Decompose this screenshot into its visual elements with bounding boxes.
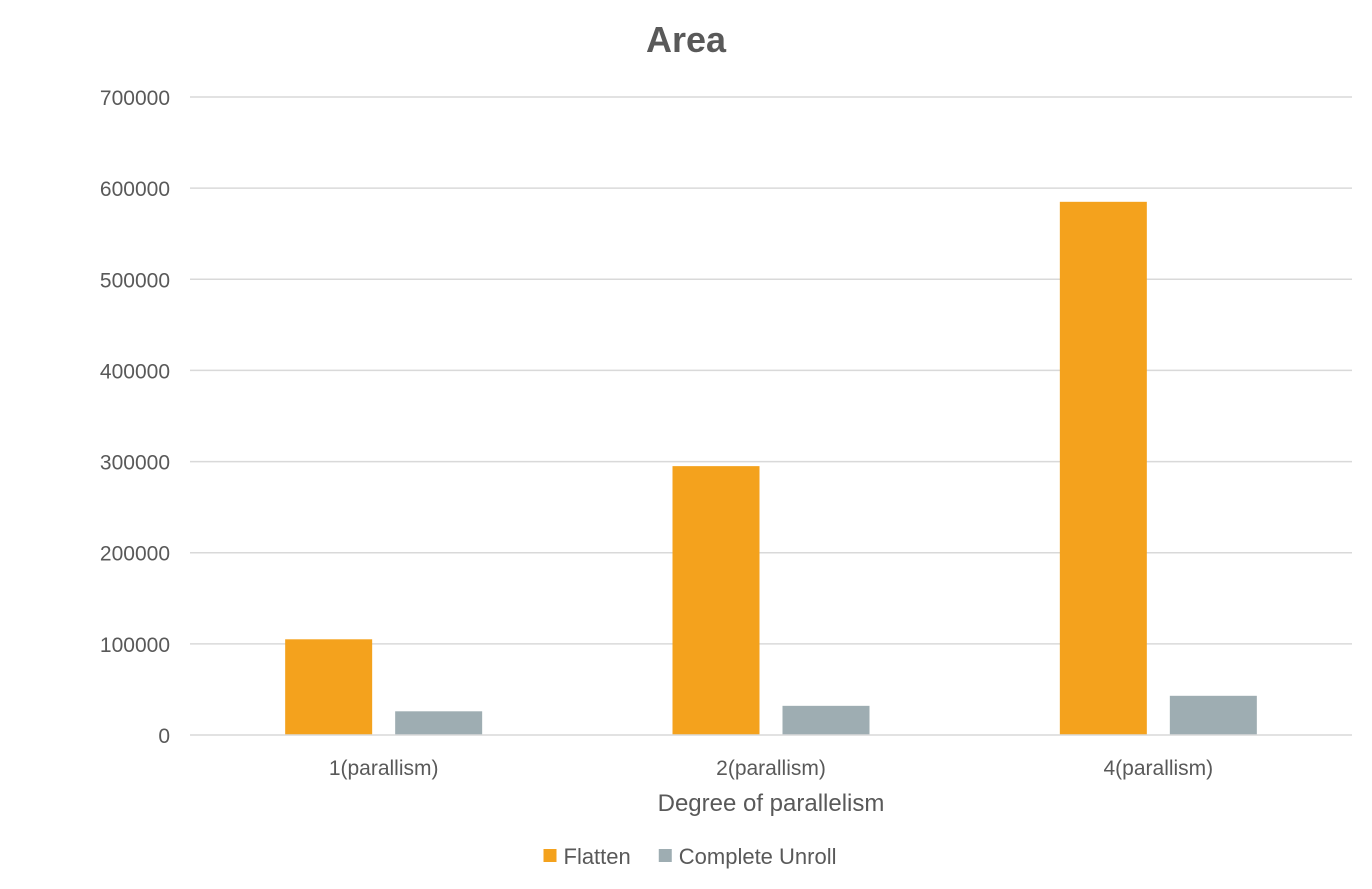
y-tick-label: 200000 bbox=[100, 543, 170, 566]
x-axis-ticks: 1(parallism) 2(parallism) 4(parallism) bbox=[329, 757, 1213, 780]
y-tick-label: 500000 bbox=[100, 269, 170, 292]
bar-complete-unroll bbox=[395, 711, 483, 735]
x-tick-label: 1(parallism) bbox=[329, 757, 439, 780]
legend-label: Complete Unroll bbox=[679, 844, 837, 869]
y-tick-label: 300000 bbox=[100, 452, 170, 475]
y-tick-label: 100000 bbox=[100, 634, 170, 657]
x-tick-label: 2(parallism) bbox=[716, 757, 826, 780]
bar-flatten bbox=[285, 639, 373, 735]
x-tick-label: 4(parallism) bbox=[1103, 757, 1213, 780]
y-tick-label: 600000 bbox=[100, 178, 170, 201]
bar-flatten bbox=[672, 466, 760, 735]
x-axis-title: Degree of parallelism bbox=[658, 790, 885, 817]
chart-title: Area bbox=[646, 19, 727, 60]
bar-complete-unroll bbox=[1169, 695, 1257, 735]
y-tick-label: 0 bbox=[158, 725, 170, 748]
legend-swatch bbox=[543, 849, 557, 862]
y-tick-label: 700000 bbox=[100, 87, 170, 110]
legend-swatch bbox=[658, 849, 672, 862]
bars bbox=[285, 201, 1257, 736]
legend: Flatten Complete Unroll bbox=[543, 844, 837, 869]
y-axis-ticks: 0 100000 200000 300000 400000 500000 600000 700… bbox=[100, 87, 170, 748]
bar-complete-unroll bbox=[782, 705, 870, 735]
bar-flatten bbox=[1059, 201, 1147, 736]
y-tick-label: 400000 bbox=[100, 360, 170, 383]
legend-item: Flatten bbox=[543, 844, 631, 869]
legend-item: Complete Unroll bbox=[658, 844, 837, 869]
legend-label: Flatten bbox=[564, 844, 631, 869]
gridlines bbox=[190, 96, 1352, 645]
